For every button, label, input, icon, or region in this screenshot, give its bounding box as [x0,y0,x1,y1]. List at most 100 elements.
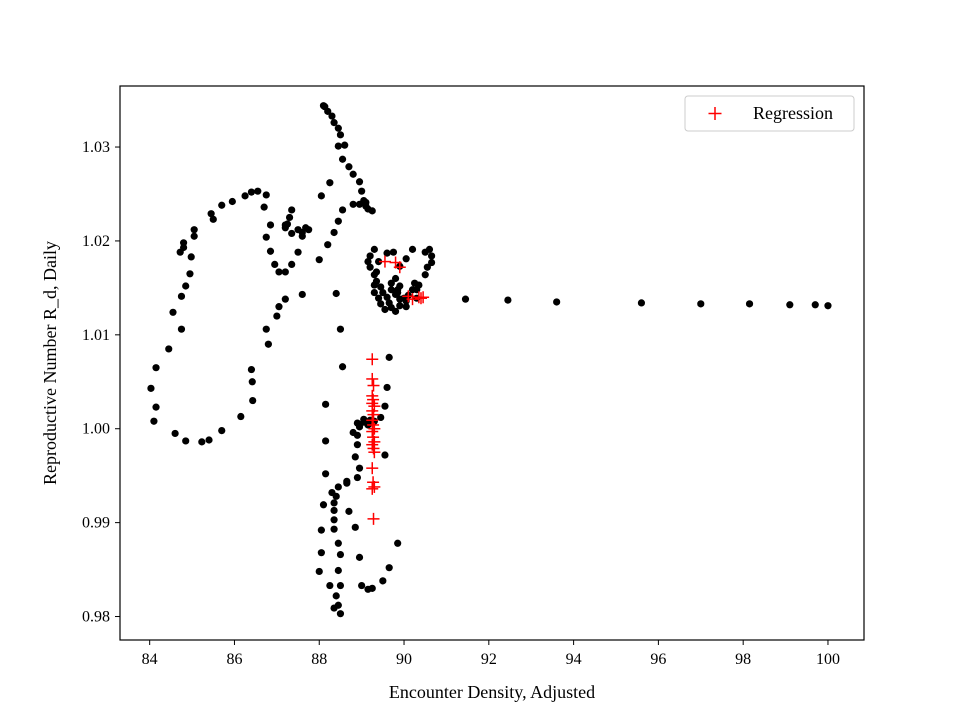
data-point [254,187,262,195]
data-point [177,325,186,333]
data-point [264,340,272,348]
data-point [366,252,374,260]
y-axis-label: Reproductive Number R_d, Daily [40,241,60,485]
data-point [182,282,190,290]
data-point [338,155,347,163]
data-point [370,288,378,297]
data-point [186,270,194,278]
data-point [266,247,275,255]
data-point [260,203,268,211]
data-point [326,581,334,590]
data-point [374,294,383,302]
data-point [396,302,404,310]
data-point [383,293,391,301]
data-point [319,501,328,509]
regression-point [368,435,381,448]
data-point [317,192,325,200]
data-point [169,308,177,316]
data-point [336,610,345,618]
data-point [324,107,332,115]
data-point [368,207,376,215]
y-tick-label: 0.99 [82,515,110,532]
data-point [218,427,226,435]
data-point [171,429,179,438]
data-point [330,516,338,524]
data-point [315,567,323,576]
data-point [358,581,366,590]
data-point [379,577,387,585]
data-point [150,417,158,425]
regression-point [393,261,406,274]
data-point [322,470,330,478]
data-point [330,499,338,507]
data-point [332,592,340,600]
data-point [273,312,281,320]
data-point [349,200,357,208]
plot-frame [119,85,865,641]
regression-point [366,462,379,475]
x-axis-ticks: 84 86 88 90 92 94 96 98 100 [142,640,840,668]
data-point [262,191,270,199]
data-point [366,263,374,271]
data-point [379,288,387,297]
x-tick-label: 100 [816,651,840,668]
data-point [205,436,213,444]
data-point [190,232,198,240]
data-point [355,178,364,186]
data-point [241,192,249,200]
regression-point [366,372,379,385]
regression-point [406,293,419,306]
data-point [351,453,359,461]
data-point [288,229,296,238]
data-point [402,303,410,311]
regression-point [417,291,430,304]
data-point [334,539,342,547]
regression-point [378,255,391,268]
data-point [209,215,217,223]
x-tick-label: 92 [481,651,497,668]
data-point [355,464,364,472]
data-point [353,473,362,482]
data-point [372,268,381,276]
data-point [317,526,325,534]
regression-point [367,408,380,421]
data-point [228,197,236,206]
data-point [334,217,342,225]
regression-point [414,292,427,305]
data-point [553,298,561,306]
data-point [364,257,372,266]
data-point [334,483,342,491]
data-point [374,257,383,266]
data-point [381,402,389,410]
data-point [281,268,289,276]
data-point [328,112,336,120]
data-point [266,221,275,229]
data-point [349,170,357,178]
regression-point [368,480,381,493]
data-point [182,437,190,445]
data-point [262,325,270,333]
data-point [336,325,345,333]
data-point [504,296,512,304]
plot-background [120,86,864,640]
data-point [387,286,395,294]
data-point [294,248,302,256]
data-point [345,507,353,515]
y-tick-label: 1.02 [82,233,110,250]
data-point [355,553,364,561]
data-point [248,378,256,386]
data-point [408,245,417,253]
data-point [362,202,370,210]
regression-point [367,512,380,525]
data-point [315,256,323,264]
data-point [152,364,160,372]
data-point [385,353,393,361]
data-point [330,228,338,237]
data-point [353,431,362,439]
data-point [697,300,705,308]
data-point [147,384,155,392]
data-point [343,477,351,485]
data-point [334,566,342,575]
data-point [389,248,398,256]
